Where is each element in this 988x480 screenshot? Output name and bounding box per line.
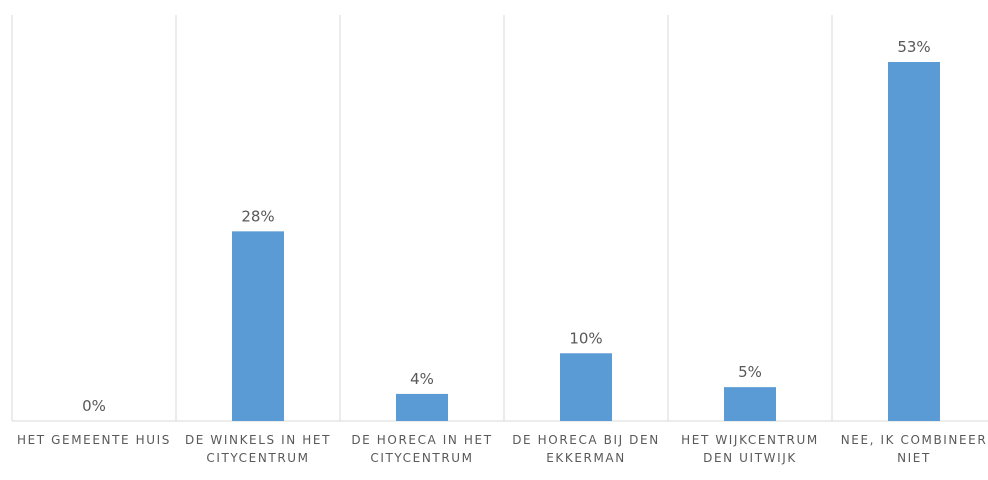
x-tick-label: HET WIJKCENTRUM DEN UITWIJK (681, 433, 819, 465)
x-tick-label: DE HORECA IN HET CITYCENTRUM (351, 433, 493, 465)
data-label: 5% (738, 363, 762, 381)
data-label: 4% (410, 370, 434, 388)
bar (560, 353, 612, 421)
bar (396, 393, 448, 421)
data-label: 0% (82, 397, 106, 415)
bar (232, 231, 284, 421)
x-tick-label: DE HORECA BIJ DEN EKKERMAN (512, 433, 660, 465)
bar (724, 387, 776, 421)
data-label: 53% (897, 38, 930, 56)
x-tick-label: NEE, IK COMBINEER NIET (840, 433, 988, 465)
x-tick-label: HET GEMEENTE HUIS (16, 433, 171, 447)
bar (888, 62, 940, 421)
x-tick-label: DE WINKELS IN HET CITYCENTRUM (184, 433, 332, 465)
data-label: 10% (569, 329, 602, 347)
data-label: 28% (241, 207, 274, 225)
